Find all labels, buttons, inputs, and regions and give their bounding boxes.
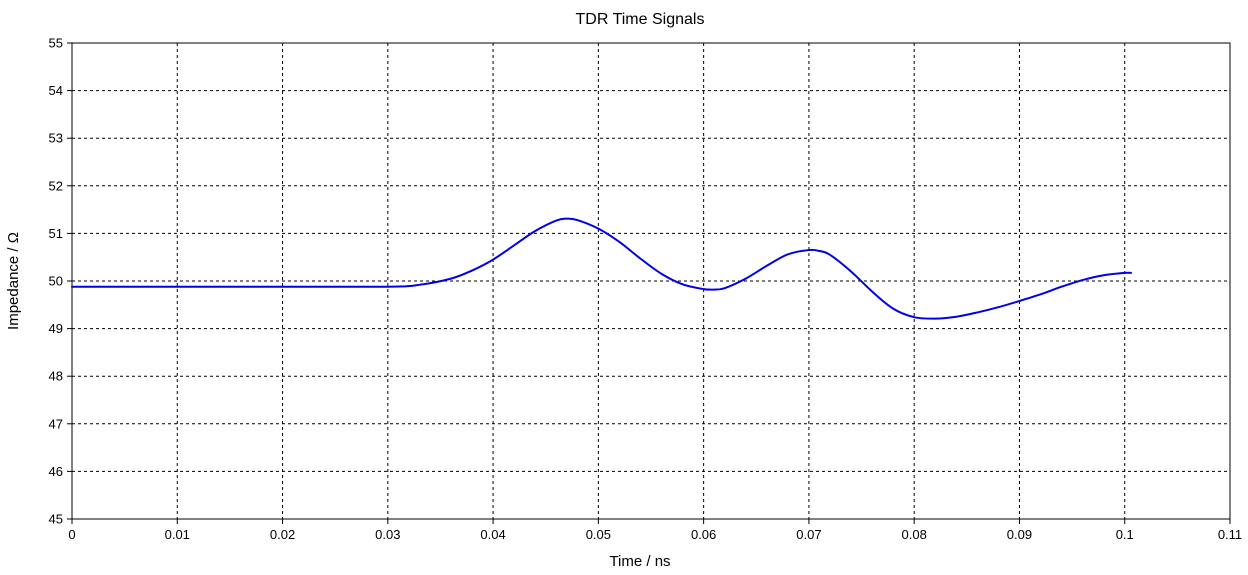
x-tick-label: 0.03 — [375, 527, 400, 542]
x-tick-label: 0.07 — [796, 527, 821, 542]
chart-title: TDR Time Signals — [576, 11, 705, 28]
y-axis-label: Impedance / Ω — [5, 232, 22, 330]
x-tick-label: 0.09 — [1007, 527, 1032, 542]
y-tick-label: 46 — [49, 464, 63, 479]
x-axis-tick-labels: 0 0.01 0.02 0.03 0.04 0.05 0.06 0.07 0.08 0.09 0.1… — [68, 527, 1242, 542]
x-tick-label: 0.05 — [586, 527, 611, 542]
x-tick-label: 0.02 — [270, 527, 295, 542]
y-tick-label: 55 — [49, 36, 63, 51]
x-axis-label: Time / ns — [609, 553, 670, 570]
y-tick-label: 54 — [49, 83, 63, 98]
y-tick-label: 51 — [49, 226, 63, 241]
impedance-series-line — [71, 217, 1133, 320]
x-tick-label: 0.04 — [480, 527, 505, 542]
x-tick-label: 0 — [68, 527, 75, 542]
grid — [72, 43, 1230, 519]
y-tick-label: 49 — [49, 321, 63, 336]
y-axis-tick-labels: 45 46 47 48 49 50 51 52 53 54 55 — [49, 36, 63, 527]
axis-ticks — [67, 42, 1231, 524]
series-layer — [71, 217, 1133, 320]
y-tick-label: 45 — [49, 512, 63, 527]
x-tick-label: 0.11 — [1218, 527, 1242, 542]
y-tick-label: 47 — [49, 416, 63, 431]
x-tick-label: 0.06 — [691, 527, 716, 542]
y-tick-label: 52 — [49, 178, 63, 193]
y-tick-label: 50 — [49, 274, 63, 289]
x-tick-label: 0.01 — [165, 527, 190, 542]
y-tick-label: 48 — [49, 369, 63, 384]
x-tick-label: 0.08 — [902, 527, 927, 542]
y-tick-label: 53 — [49, 131, 63, 146]
x-tick-label: 0.1 — [1116, 527, 1134, 542]
